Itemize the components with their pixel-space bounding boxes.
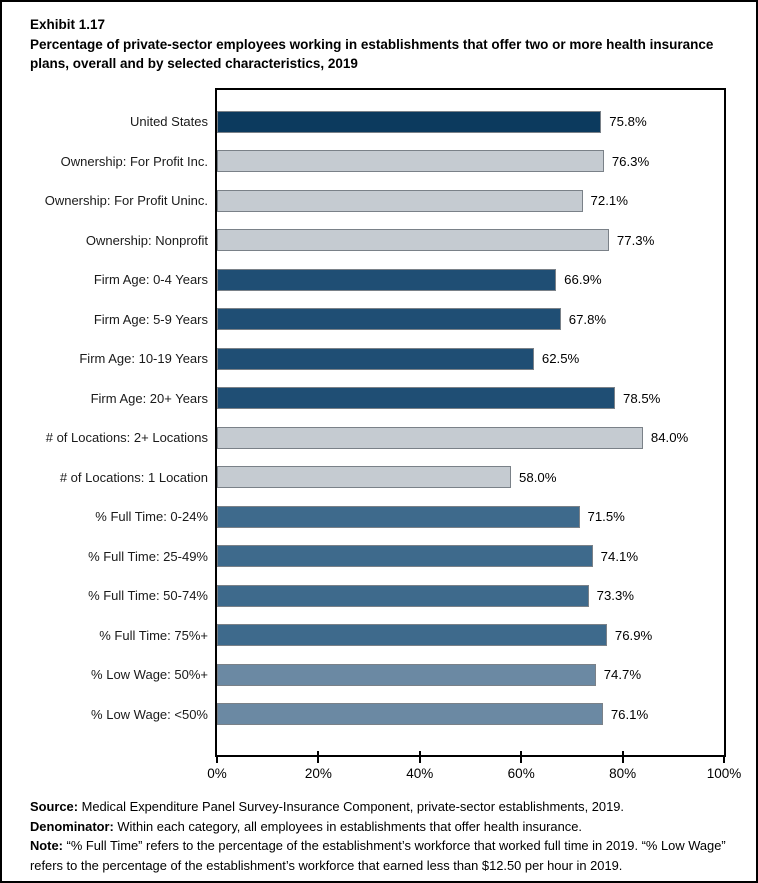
chart-title: Percentage of private-sector employees w… bbox=[30, 36, 714, 72]
category-label: United States bbox=[129, 114, 208, 130]
tick-label: 40% bbox=[406, 766, 434, 781]
value-label: 74.1% bbox=[600, 548, 639, 564]
bar-row: United States 75.8% bbox=[130, 102, 724, 142]
bar bbox=[217, 466, 512, 489]
inner-tick-mark bbox=[520, 751, 523, 755]
inner-tick-mark bbox=[621, 751, 624, 755]
plot-area: United States 75.8% Ownership: For Profit … bbox=[45, 88, 726, 757]
tick-label: 60% bbox=[507, 766, 535, 781]
bar bbox=[217, 347, 534, 370]
tick-label: 100% bbox=[706, 766, 742, 781]
bar bbox=[217, 703, 603, 726]
bar bbox=[217, 663, 596, 686]
value-label: 67.8% bbox=[568, 311, 607, 327]
value-label: 76.9% bbox=[614, 627, 653, 643]
bar bbox=[217, 426, 643, 449]
exhibit-number: Exhibit 1.17 bbox=[30, 17, 106, 32]
tick-label: 80% bbox=[609, 766, 637, 781]
bar-row: # of Locations: 1 Location 58.0% bbox=[60, 458, 724, 498]
bar bbox=[217, 584, 589, 607]
bar-row: % Full Time: 0-24% 71.5% bbox=[95, 497, 724, 537]
bar bbox=[217, 545, 593, 568]
value-label: 66.9% bbox=[564, 272, 602, 288]
bar bbox=[217, 505, 580, 528]
value-label: 74.7% bbox=[603, 667, 642, 683]
category-label: Firm Age: 10-19 Years bbox=[79, 351, 208, 367]
title-block: Exhibit 1.17 Percentage of private-secto… bbox=[30, 15, 734, 74]
tick-mark bbox=[216, 757, 218, 763]
bar-row: % Full Time: 25-49% 74.1% bbox=[88, 537, 724, 577]
value-label: 58.0% bbox=[519, 469, 557, 485]
tick-mark bbox=[621, 757, 624, 763]
value-label: 71.5% bbox=[587, 509, 625, 525]
bar bbox=[217, 308, 561, 331]
bar bbox=[217, 110, 602, 133]
bar-row: % Low Wage: <50% 76.1% bbox=[91, 695, 724, 735]
category-label: # of Locations: 1 Location bbox=[59, 469, 208, 485]
value-label: 84.0% bbox=[650, 430, 689, 446]
bar-row: % Full Time: 50-74% 73.3% bbox=[88, 576, 724, 616]
bar bbox=[217, 387, 615, 410]
category-label: % Low Wage: 50%+ bbox=[91, 667, 208, 683]
bar bbox=[217, 189, 583, 212]
category-label: Ownership: Nonprofit bbox=[85, 232, 208, 248]
bar-row: Ownership: For Profit Uninc. 72.1% bbox=[45, 181, 724, 221]
inner-tick-mark bbox=[418, 751, 421, 755]
tick-mark bbox=[418, 757, 421, 763]
category-label: % Full Time: 50-74% bbox=[88, 588, 208, 604]
footnotes: Source: Medical Expenditure Panel Survey… bbox=[30, 797, 742, 875]
bar bbox=[217, 229, 609, 252]
inner-tick-mark bbox=[317, 751, 320, 755]
bar-row: Firm Age: 5-9 Years 67.8% bbox=[94, 300, 724, 340]
bar bbox=[217, 624, 607, 647]
value-label: 72.1% bbox=[590, 193, 628, 209]
bar-row: Ownership: For Profit Inc. 76.3% bbox=[61, 142, 724, 182]
bar-row: % Full Time: 75%+ 76.9% bbox=[99, 616, 724, 656]
value-label: 78.5% bbox=[622, 390, 661, 406]
category-label: Firm Age: 20+ Years bbox=[90, 390, 208, 406]
category-label: Ownership: For Profit Inc. bbox=[60, 153, 208, 169]
bar-row: Firm Age: 0-4 Years 66.9% bbox=[94, 260, 724, 300]
bar-row: Firm Age: 10-19 Years 62.5% bbox=[79, 339, 724, 379]
value-label: 75.8% bbox=[609, 114, 647, 130]
bar-row: # of Locations: 2+ Locations 84.0% bbox=[46, 418, 724, 458]
bar-row: Ownership: Nonprofit 77.3% bbox=[86, 221, 724, 261]
definition-note: Note: “% Full Time” refers to the percen… bbox=[30, 838, 726, 873]
value-label: 73.3% bbox=[596, 588, 635, 604]
category-label: # of Locations: 2+ Locations bbox=[45, 430, 208, 446]
bar bbox=[217, 268, 557, 291]
bar-row: Firm Age: 20+ Years 78.5% bbox=[91, 379, 724, 419]
tick-mark bbox=[723, 757, 725, 763]
category-label: % Full Time: 0-24% bbox=[95, 509, 208, 525]
category-label: Firm Age: 5-9 Years bbox=[93, 311, 208, 327]
category-label: Firm Age: 0-4 Years bbox=[93, 272, 208, 288]
tick-mark bbox=[317, 757, 320, 763]
tick-mark bbox=[520, 757, 523, 763]
bar-row: % Low Wage: 50%+ 74.7% bbox=[91, 655, 724, 695]
value-label: 76.3% bbox=[611, 153, 650, 169]
source-note: Source: Medical Expenditure Panel Survey… bbox=[30, 799, 625, 814]
category-label: % Low Wage: <50% bbox=[91, 706, 208, 722]
tick-label: 0% bbox=[207, 766, 227, 781]
denominator-note: Denominator: Within each category, all e… bbox=[30, 818, 582, 834]
tick-label: 20% bbox=[304, 766, 332, 781]
category-label: % Full Time: 75%+ bbox=[99, 627, 208, 643]
x-axis: 0% 20% 40% 60% 80% 100% bbox=[207, 757, 741, 787]
category-label: Ownership: For Profit Uninc. bbox=[44, 193, 208, 209]
bar bbox=[217, 150, 604, 173]
value-label: 76.1% bbox=[610, 706, 649, 722]
value-label: 62.5% bbox=[541, 351, 580, 367]
category-label: % Full Time: 25-49% bbox=[88, 548, 208, 564]
value-label: 77.3% bbox=[616, 232, 655, 248]
